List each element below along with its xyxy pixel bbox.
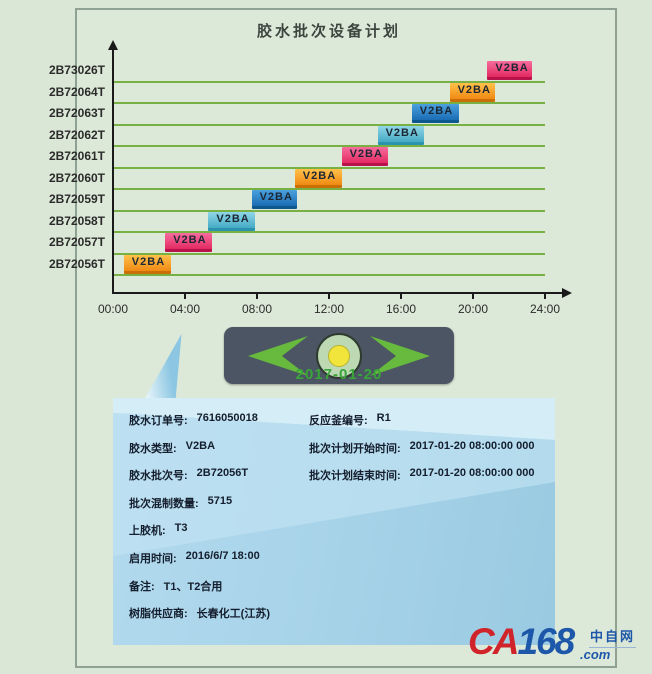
axis-tick: [544, 294, 546, 299]
field-label: 上胶机:: [129, 525, 166, 538]
field-label: 批次计划结束时间:: [309, 470, 401, 483]
grid-line: [113, 123, 545, 126]
detail-field: 批次计划结束时间: 2017-01-20 08:00:00 000: [309, 467, 534, 483]
detail-field: 上胶机: T3: [129, 522, 188, 538]
field-value: 2017-01-20 08:00:00 000: [409, 439, 535, 452]
grid-line: [113, 145, 545, 147]
axis-tick: [472, 294, 474, 299]
field-label: 反应釜编号:: [309, 415, 368, 427]
logo-prefix: CA: [468, 621, 519, 662]
field-label: 胶水批次号:: [129, 470, 188, 483]
row-label: 2B73026T: [48, 63, 105, 77]
field-value: R1: [376, 412, 391, 424]
field-label: 批次混制数量:: [129, 497, 199, 510]
detail-field: 批次计划开始时间: 2017-01-20 08:00:00 000: [309, 440, 534, 456]
row-label: 2B72062T: [48, 127, 105, 142]
field-value: 5715: [207, 494, 233, 507]
next-day-arrow-icon[interactable]: [368, 336, 430, 376]
gantt-bar[interactable]: V2BA: [208, 211, 256, 231]
row-label: 2B72064T: [48, 84, 105, 99]
grid-line: [113, 231, 545, 233]
axis-tick: [328, 294, 330, 299]
field-value: T1、T2合用: [163, 580, 223, 593]
gantt-bar[interactable]: V2BA: [487, 61, 533, 80]
axis-tick: [184, 294, 186, 299]
gantt-bar[interactable]: V2BA: [341, 147, 389, 166]
grid-line: [113, 188, 545, 190]
detail-field: 胶水类型: V2BA: [129, 440, 215, 456]
field-label: 胶水订单号:: [129, 415, 188, 427]
batch-detail-panel: 胶水订单号: 7616050018 胶水类型: V2BA 胶水批次号: 2B72056T 批…: [113, 398, 555, 645]
x-axis-line: [112, 292, 564, 294]
gantt-bar[interactable]: V2BA: [123, 254, 171, 274]
ca168-logo: CA168 .com 中自网: [468, 620, 648, 670]
field-label: 树脂供应商:: [129, 608, 188, 621]
gantt-bar[interactable]: V2BA: [411, 104, 459, 123]
y-axis-arrow-icon: [108, 40, 118, 50]
target-dot-icon: [328, 345, 350, 367]
field-value: 7616050018: [196, 412, 258, 424]
detail-field: 启用时间: 2016/6/7 18:00: [129, 550, 260, 566]
detail-field: 批次混制数量: 5715: [129, 495, 232, 511]
field-label: 启用时间:: [129, 553, 177, 565]
field-value: 长春化工(江苏): [196, 608, 270, 621]
row-label: 2B72057T: [48, 235, 105, 249]
gantt-bar[interactable]: V2BA: [377, 125, 425, 145]
detail-field: 胶水订单号: 7616050018: [129, 412, 258, 428]
field-value: 2016/6/7 18:00: [185, 550, 260, 562]
chart-title: 胶水批次设备计划: [256, 23, 401, 40]
field-value: 2017-01-20 08:00:00 000: [409, 467, 535, 480]
row-label: 2B72059T: [48, 192, 105, 206]
detail-field: 胶水批次号: 2B72056T: [129, 467, 248, 483]
gantt-bar[interactable]: V2BA: [165, 233, 212, 252]
logo-wordmark: CA168: [468, 620, 575, 664]
x-tick-label: 04:00: [169, 302, 201, 316]
grid-line: [113, 80, 545, 83]
grid-line: [113, 252, 545, 255]
axis-tick: [400, 294, 402, 299]
x-tick-label: 08:00: [241, 302, 273, 316]
x-tick-label: 16:00: [385, 302, 417, 316]
today-button[interactable]: [316, 333, 362, 379]
detail-field: 反应釜编号: R1: [309, 412, 391, 428]
field-label: 胶水类型:: [129, 442, 177, 455]
logo-number: 168: [517, 621, 575, 662]
grid-line: [113, 102, 545, 104]
row-label: 2B72061T: [48, 149, 105, 163]
gantt-bar[interactable]: V2BA: [251, 190, 297, 209]
logo-suffix: .com: [580, 647, 611, 662]
axis-tick: [256, 294, 258, 299]
grid-line: [113, 274, 545, 276]
x-tick-label: 24:00: [529, 302, 561, 316]
field-label: 备注:: [129, 580, 155, 593]
logo-site-name: 中自网: [589, 626, 637, 648]
previous-day-arrow-icon[interactable]: [248, 336, 310, 376]
field-value: 2B72056T: [196, 467, 249, 480]
detail-field: 树脂供应商: 长春化工(江苏): [129, 605, 270, 621]
current-date-label: 2017-01-20: [295, 366, 383, 383]
detail-field: 备注: T1、T2合用: [129, 578, 222, 594]
field-value: V2BA: [185, 439, 216, 452]
date-navigator: 2017-01-20: [224, 327, 454, 384]
row-label: 2B72060T: [48, 170, 105, 185]
x-tick-label: 20:00: [457, 302, 489, 316]
gantt-bar[interactable]: V2BA: [294, 168, 342, 188]
x-tick-label: 00:00: [97, 302, 129, 316]
field-value: T3: [174, 522, 188, 535]
y-axis-line: [112, 50, 114, 294]
grid-line: [113, 166, 545, 169]
x-axis-arrow-icon: [562, 288, 572, 298]
grid-line: [113, 209, 545, 212]
row-label: 2B72056T: [48, 256, 105, 271]
row-label: 2B72063T: [48, 106, 105, 120]
x-tick-label: 12:00: [313, 302, 345, 316]
field-label: 批次计划开始时间:: [309, 442, 401, 455]
row-label: 2B72058T: [48, 213, 105, 228]
gantt-bar[interactable]: V2BA: [449, 82, 495, 102]
